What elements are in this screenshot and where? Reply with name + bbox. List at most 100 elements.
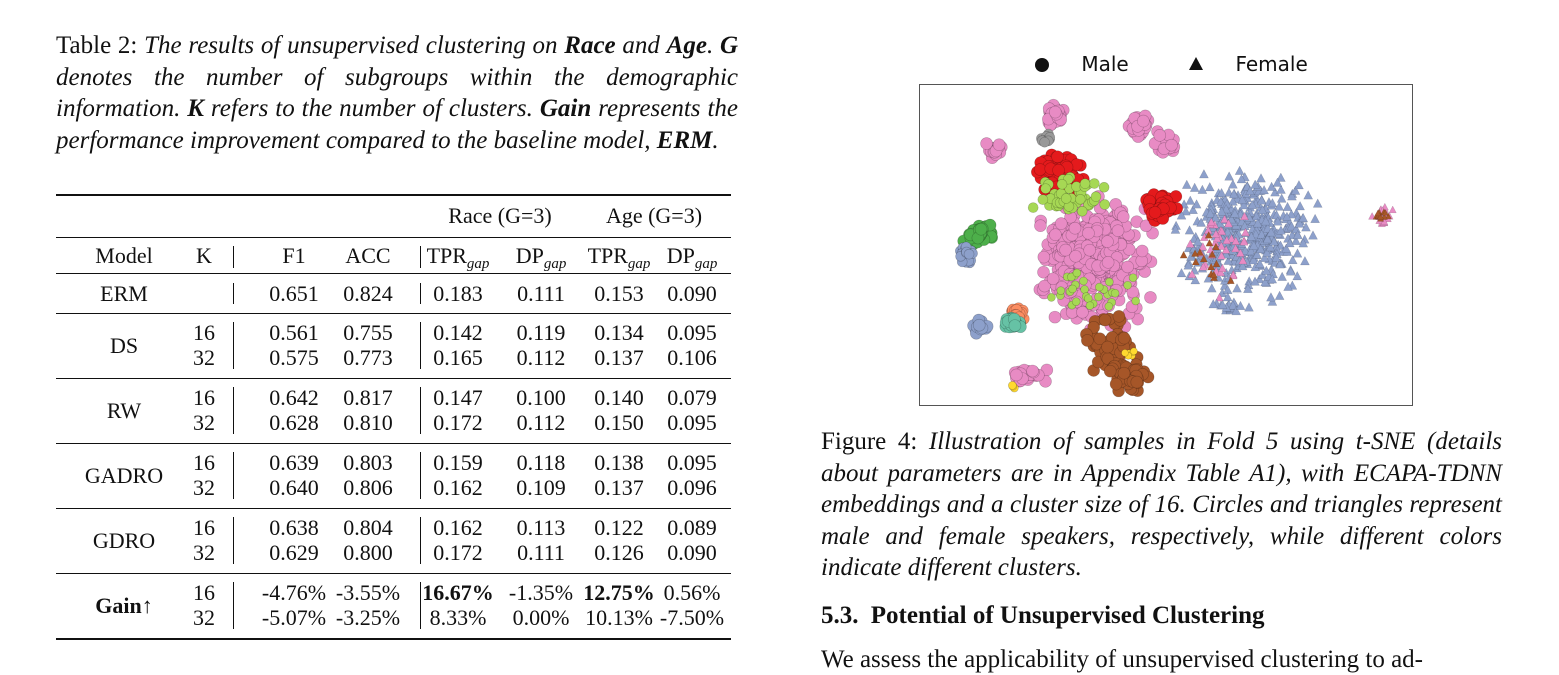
male-sample-point — [1123, 280, 1132, 290]
female-sample-point — [1308, 230, 1318, 240]
male-sample-point — [1048, 310, 1062, 324]
column-header: TPRgap — [426, 243, 490, 273]
female-sample-point — [1209, 270, 1218, 279]
table-cell-value: 0.162 — [433, 515, 483, 540]
row-model-label: GDRO — [92, 527, 156, 553]
column-separator — [420, 283, 422, 304]
table-cell-value: 8.33% — [429, 605, 487, 630]
female-sample-point — [1231, 243, 1240, 253]
female-sample-point — [1274, 290, 1285, 300]
female-sample-point — [1208, 298, 1219, 309]
female-sample-point — [1204, 181, 1215, 192]
row-k-value: 16 — [193, 450, 215, 475]
table-cell-value: 0.183 — [433, 280, 483, 306]
gap-subscript: gap — [694, 256, 718, 272]
female-sample-point — [1248, 240, 1259, 250]
male-sample-point — [1111, 224, 1125, 237]
row-k-value: 32 — [193, 345, 215, 370]
table-cell-value: 0.138 — [594, 450, 644, 475]
table-cell-value: 0.140 — [594, 385, 644, 410]
female-sample-point — [1266, 292, 1276, 302]
female-sample-point — [1207, 262, 1216, 271]
female-sample-point — [1388, 205, 1397, 214]
male-sample-point — [1109, 377, 1123, 391]
female-sample-point — [1298, 238, 1309, 248]
male-sample-point — [1137, 114, 1150, 128]
female-sample-point — [1283, 281, 1294, 291]
column-separator — [420, 387, 422, 434]
figure-caption-label: Figure 4: — [821, 428, 918, 455]
row-model-label: RW — [106, 397, 142, 423]
male-sample-point — [992, 138, 1006, 152]
table-cell-value: 0.147 — [433, 385, 483, 410]
row-k-value: 32 — [193, 410, 215, 435]
male-sample-point — [972, 318, 986, 332]
female-sample-point — [1189, 182, 1200, 192]
female-sample-point — [1298, 212, 1309, 223]
table-cell-value: 0.806 — [343, 475, 393, 500]
female-sample-point — [1190, 274, 1201, 285]
male-sample-point — [1048, 105, 1062, 119]
female-sample-point — [1272, 177, 1283, 187]
male-sample-point — [1126, 285, 1140, 299]
male-sample-point — [1072, 268, 1082, 278]
female-sample-point — [1295, 201, 1306, 211]
row-k-value: 32 — [193, 540, 215, 565]
table-cell-value: 0.642 — [269, 385, 319, 410]
table-cell-value: 0.096 — [667, 475, 717, 500]
male-sample-point — [1079, 276, 1088, 286]
female-sample-point — [1239, 200, 1249, 210]
table-rule — [56, 313, 731, 315]
male-sample-point — [1047, 293, 1056, 302]
female-sample-point — [1195, 248, 1204, 256]
table-cell-value: 0.56% — [663, 580, 721, 605]
male-sample-point — [1008, 319, 1022, 332]
female-sample-point — [1180, 206, 1191, 216]
female-sample-point — [1281, 243, 1292, 253]
caption-bold-age: Age — [666, 32, 707, 59]
table-cell-value: -3.55% — [335, 580, 401, 605]
table-cell-value: 16.67% — [422, 580, 494, 605]
female-sample-point — [1199, 169, 1209, 179]
female-sample-point — [1191, 257, 1200, 266]
figure-caption: Figure 4: Illustration of samples in Fol… — [821, 426, 1502, 584]
male-sample-point — [1010, 368, 1023, 382]
female-sample-point — [1380, 217, 1389, 226]
female-sample-point — [1222, 226, 1233, 237]
gap-subscript: gap — [466, 256, 490, 272]
female-sample-point — [1205, 238, 1214, 247]
female-sample-point — [1271, 252, 1282, 262]
table-cell-value: 0.638 — [269, 515, 319, 540]
column-separator — [233, 582, 235, 629]
female-sample-point — [1221, 203, 1232, 214]
table-cell-value: 0.800 — [343, 540, 393, 565]
female-sample-point — [1217, 263, 1227, 272]
male-sample-point — [1068, 284, 1077, 294]
female-sample-point — [1210, 212, 1221, 222]
female-sample-point — [1235, 248, 1245, 257]
female-sample-point — [1206, 244, 1216, 254]
male-sample-point — [1117, 366, 1131, 380]
female-sample-point — [1292, 270, 1303, 281]
male-sample-point — [1148, 206, 1162, 219]
female-sample-point — [1211, 242, 1220, 251]
female-sample-point — [1276, 184, 1286, 194]
circle-marker-icon — [1035, 58, 1049, 72]
female-sample-point — [1245, 185, 1255, 196]
male-sample-point — [1060, 193, 1072, 204]
female-sample-point — [1229, 208, 1240, 218]
male-sample-point — [1101, 256, 1115, 269]
table-cell-value: 0.100 — [516, 385, 566, 410]
section-number: 5.3. — [821, 602, 859, 629]
male-sample-point — [1069, 249, 1082, 263]
table-cell-value: 0.561 — [269, 320, 319, 345]
male-sample-point — [1104, 302, 1114, 311]
table-cell-value: 0.137 — [594, 345, 644, 370]
group-header-race: Race (G=3) — [448, 203, 552, 228]
table-cell-value: 0.629 — [269, 540, 319, 565]
row-k-value: 32 — [193, 605, 215, 630]
male-sample-point — [1037, 194, 1049, 205]
female-sample-point — [1274, 201, 1285, 211]
male-sample-point — [1033, 163, 1047, 176]
table-cell-value: 0.090 — [667, 540, 717, 565]
